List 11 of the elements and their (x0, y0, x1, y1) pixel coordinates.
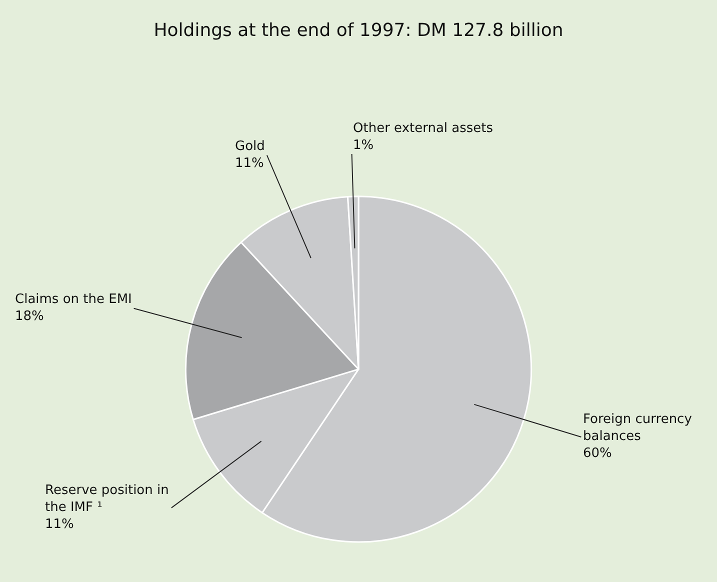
data-label: 11% (45, 516, 74, 532)
slice-label: Claims on the EMI (15, 292, 132, 307)
data-label: 1% (353, 138, 374, 153)
slice-label: Other external assets (353, 121, 494, 136)
chart-title: Holdings at the end of 1997: DM 127.8 billion (154, 20, 564, 41)
data-label: 11% (235, 156, 264, 171)
slice-label: Reserve position in the IMF ¹ (45, 483, 169, 515)
slice-label: Foreign currency balances (583, 412, 692, 444)
data-label: 18% (15, 308, 44, 324)
slice-label: Gold (235, 139, 265, 154)
data-label: 60% (583, 446, 612, 461)
